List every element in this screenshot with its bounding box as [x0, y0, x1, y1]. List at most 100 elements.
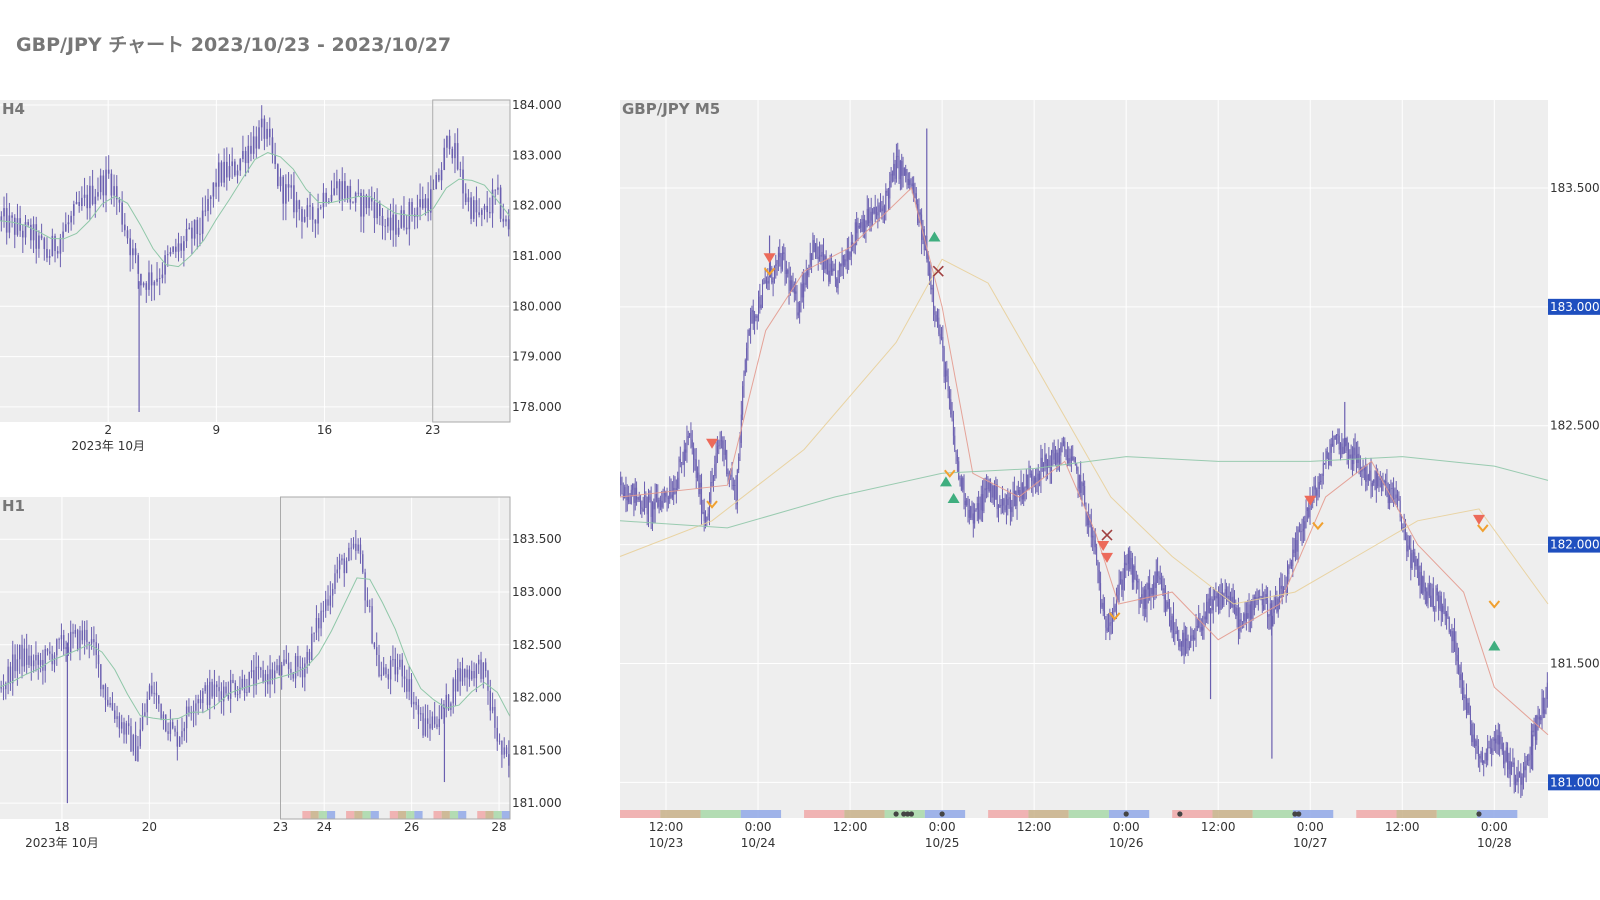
h1-candle-body: [364, 572, 366, 601]
h1-candle-body: [58, 639, 60, 641]
m5-candle-body: [1492, 740, 1494, 753]
m5-candle-body: [1150, 587, 1152, 598]
h1-candle-body: [100, 664, 102, 690]
h1-candle-body: [23, 648, 26, 667]
m5-candle-body: [1324, 463, 1326, 464]
h1-candle-body: [496, 727, 498, 742]
h1-candle-body: [369, 606, 371, 607]
m5-candle-body: [1174, 633, 1176, 635]
h1-candle-body: [338, 560, 341, 570]
m5-candle-body: [1243, 613, 1245, 622]
h1-candle-body: [392, 659, 394, 661]
m5-candle-body: [1289, 562, 1291, 566]
h1-candle-body: [234, 682, 236, 695]
m5-candle-body: [907, 179, 909, 186]
m5-candle-body: [876, 213, 878, 216]
m5-candle-body: [1386, 482, 1388, 490]
m5-candle-body: [772, 281, 774, 283]
h1-x-tick-sublabel: 2023年 10月: [25, 836, 99, 850]
m5-candle-body: [1172, 616, 1174, 634]
m5-session-band: [1108, 810, 1150, 818]
m5-candle-body: [718, 445, 720, 447]
m5-candle-body: [1456, 655, 1458, 662]
m5-candle-body: [1143, 589, 1145, 609]
m5-candle-body: [1237, 607, 1239, 631]
m5-candle-body: [653, 502, 655, 510]
h4-candle-body: [145, 283, 148, 290]
m5-candle-body: [773, 265, 775, 282]
m5-session-dot: [1123, 811, 1129, 817]
m5-candle-body: [1410, 548, 1412, 569]
m5-candle-body: [826, 268, 828, 271]
m5-candle-body: [1507, 747, 1509, 770]
m5-candle-body: [978, 503, 980, 519]
h4-candle-body: [24, 222, 27, 238]
m5-candle-body: [1005, 505, 1007, 511]
m5-candle-body: [974, 510, 976, 524]
m5-candle-body: [906, 169, 908, 180]
m5-candle-body: [1199, 617, 1201, 628]
m5-candle-body: [1458, 661, 1460, 667]
h1-candle-body: [209, 681, 211, 706]
h1-candle-body: [471, 671, 473, 680]
h1-candle-body: [204, 685, 206, 692]
h4-candle-body: [35, 224, 38, 249]
m5-candle-body: [1440, 595, 1442, 613]
h4-candle-body: [478, 212, 480, 215]
m5-candle-body: [1211, 598, 1213, 611]
m5-candle-body: [1109, 622, 1111, 626]
h1-candle-body: [67, 647, 70, 653]
m5-candle-body: [751, 310, 753, 313]
h4-candle-body: [440, 170, 443, 181]
m5-candle-body: [762, 283, 764, 305]
m5-price-badge: [1548, 536, 1600, 553]
m5-candle-body: [1029, 473, 1031, 475]
h1-candle-body: [468, 669, 471, 680]
h1-session-band: [397, 811, 407, 819]
m5-candle-body: [775, 263, 777, 266]
h1-candle-body: [278, 665, 281, 675]
h1-session-band: [501, 811, 510, 819]
h4-candle-body: [177, 243, 180, 252]
h1-candle-body: [39, 659, 42, 665]
h4-ma-line: [0, 152, 511, 268]
m5-candle-body: [760, 304, 762, 309]
m5-candle-body: [1483, 760, 1485, 763]
m5-candle-body: [1084, 486, 1086, 505]
h4-y-tick-label: 180.000: [512, 299, 562, 313]
h4-candle-body: [40, 235, 43, 239]
m5-candle-body: [1159, 577, 1161, 580]
h1-candle-body: [125, 723, 128, 735]
m5-candle-body: [1208, 598, 1210, 614]
m5-candle-body: [849, 256, 851, 260]
h1-candle-body: [352, 543, 355, 548]
h1-candle-body: [199, 699, 202, 704]
h1-candle-body: [14, 654, 16, 672]
h4-candle-body: [107, 169, 110, 174]
h1-candle-body: [380, 674, 383, 677]
m5-candle-body: [1459, 666, 1461, 681]
m5-candle-body: [1302, 528, 1304, 532]
h1-candle-body: [190, 712, 192, 714]
m5-candle-body: [1047, 459, 1049, 469]
h1-candle-body: [216, 684, 218, 688]
m5-candle-body: [898, 156, 900, 180]
h4-candle-body: [185, 228, 188, 242]
m5-candle-body: [801, 284, 803, 298]
m5-candle-body: [776, 260, 778, 264]
m5-candle-body: [910, 179, 912, 187]
m5-candle-body: [1020, 483, 1022, 498]
m5-candle-body: [1064, 441, 1066, 450]
m5-candle-body: [950, 399, 952, 415]
m5-candle-body: [758, 296, 760, 317]
h1-candle-body: [494, 706, 496, 728]
h4-candle-body: [333, 188, 335, 195]
m5-candle-body: [1517, 772, 1519, 782]
m5-x-tick-label: 12:00: [833, 820, 868, 834]
m5-candle-body: [902, 167, 904, 176]
buy-marker: [1488, 640, 1501, 651]
m5-candle-body: [812, 240, 814, 261]
m5-candle-body: [1500, 735, 1502, 744]
m5-x-tick-label: 0:00: [1481, 820, 1508, 834]
m5-candle-body: [1203, 616, 1205, 628]
